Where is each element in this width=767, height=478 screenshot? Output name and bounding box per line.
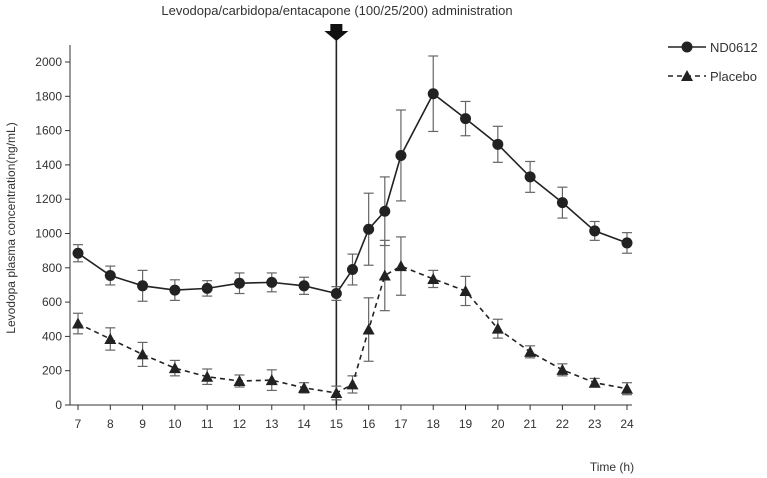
- nd0612-series-point: [298, 280, 310, 292]
- legend-marker: [681, 41, 693, 53]
- nd0612-series-point: [72, 247, 84, 259]
- nd0612-series-point: [347, 264, 358, 276]
- placebo-series-point: [136, 348, 149, 360]
- x-tick-label: 24: [620, 417, 634, 431]
- nd0612-series-point: [589, 225, 601, 237]
- nd0612-series-point: [524, 171, 536, 183]
- x-tick-label: 15: [330, 417, 344, 431]
- x-tick-label: 12: [233, 417, 247, 431]
- x-tick-label: 10: [168, 417, 182, 431]
- x-tick-label: 8: [107, 417, 114, 431]
- x-tick-label: 14: [297, 417, 311, 431]
- y-tick-label: 600: [42, 295, 62, 309]
- y-axis-title: Levodopa plasma concentration(ng/mL): [4, 122, 18, 333]
- x-tick-label: 9: [139, 417, 146, 431]
- x-axis-title: Time (h): [590, 460, 634, 474]
- placebo-series-point: [621, 382, 633, 394]
- placebo-series-point: [394, 260, 407, 272]
- y-tick-label: 400: [42, 329, 62, 343]
- nd0612-series-point: [233, 277, 245, 289]
- annotation-text: Levodopa/carbidopa/entacapone (100/25/20…: [161, 3, 512, 18]
- y-tick-label: 0: [55, 398, 62, 412]
- nd0612-series-point: [330, 288, 342, 300]
- placebo-series-point: [556, 363, 569, 375]
- nd0612-series-point: [427, 88, 439, 100]
- x-tick-label: 18: [427, 417, 441, 431]
- legend-label: Placebo: [710, 69, 757, 84]
- x-tick-label: 13: [265, 417, 279, 431]
- nd0612-series-point: [363, 223, 375, 235]
- nd0612-series-point: [556, 197, 568, 209]
- placebo-series-point: [427, 272, 440, 284]
- y-tick-label: 1200: [35, 192, 62, 206]
- placebo-series-point: [104, 332, 117, 344]
- y-tick-label: 1600: [35, 124, 62, 138]
- legend: ND0612 Placebo: [668, 40, 758, 84]
- placebo-series-point: [233, 374, 246, 386]
- placebo-series-point: [72, 317, 84, 329]
- y-tick-label: 1800: [35, 89, 62, 103]
- placebo-series-point: [265, 374, 278, 386]
- nd0612-series-point: [169, 284, 181, 296]
- x-tick-label: 19: [459, 417, 473, 431]
- placebo-series-line: [77, 265, 628, 394]
- nd0612-series-point: [266, 276, 278, 288]
- x-tick-label: 7: [75, 417, 82, 431]
- y-tick-label: 1400: [35, 158, 62, 172]
- y-tick-label: 800: [42, 261, 62, 275]
- nd0612-series-point: [104, 270, 116, 282]
- placebo-series-point: [330, 386, 343, 398]
- legend-label: ND0612: [710, 40, 758, 55]
- y-tick-label: 1000: [35, 227, 62, 241]
- x-tick-label: 17: [394, 417, 408, 431]
- x-tick-label: 22: [556, 417, 570, 431]
- nd0612-series-point: [395, 149, 407, 161]
- x-tick-label: 21: [523, 417, 537, 431]
- placebo-series-point: [588, 376, 601, 388]
- nd0612-series-point: [379, 205, 391, 217]
- placebo-series-point: [491, 322, 504, 334]
- placebo-series-point: [459, 284, 472, 296]
- x-tick-label: 11: [201, 417, 214, 431]
- placebo-series-point: [168, 362, 181, 374]
- nd0612-series-point: [492, 138, 504, 150]
- x-tick-label: 23: [588, 417, 602, 431]
- nd0612-series-point: [137, 280, 149, 292]
- placebo-series-point: [524, 345, 537, 357]
- placebo-series-point: [362, 323, 375, 335]
- placebo-series-point: [346, 378, 359, 390]
- nd0612-series-point: [201, 282, 213, 294]
- placebo-series-point: [201, 370, 214, 382]
- nd0612-series-point: [460, 113, 472, 125]
- y-tick-label: 2000: [35, 55, 62, 69]
- y-tick-label: 200: [42, 364, 62, 378]
- x-tick-label: 20: [491, 417, 505, 431]
- placebo-series-point: [298, 381, 311, 393]
- placebo-series-point: [378, 269, 391, 281]
- arrow-down-icon: [324, 24, 349, 41]
- legend-marker: [681, 70, 693, 81]
- x-tick-label: 16: [362, 417, 376, 431]
- nd0612-series-point: [621, 237, 633, 249]
